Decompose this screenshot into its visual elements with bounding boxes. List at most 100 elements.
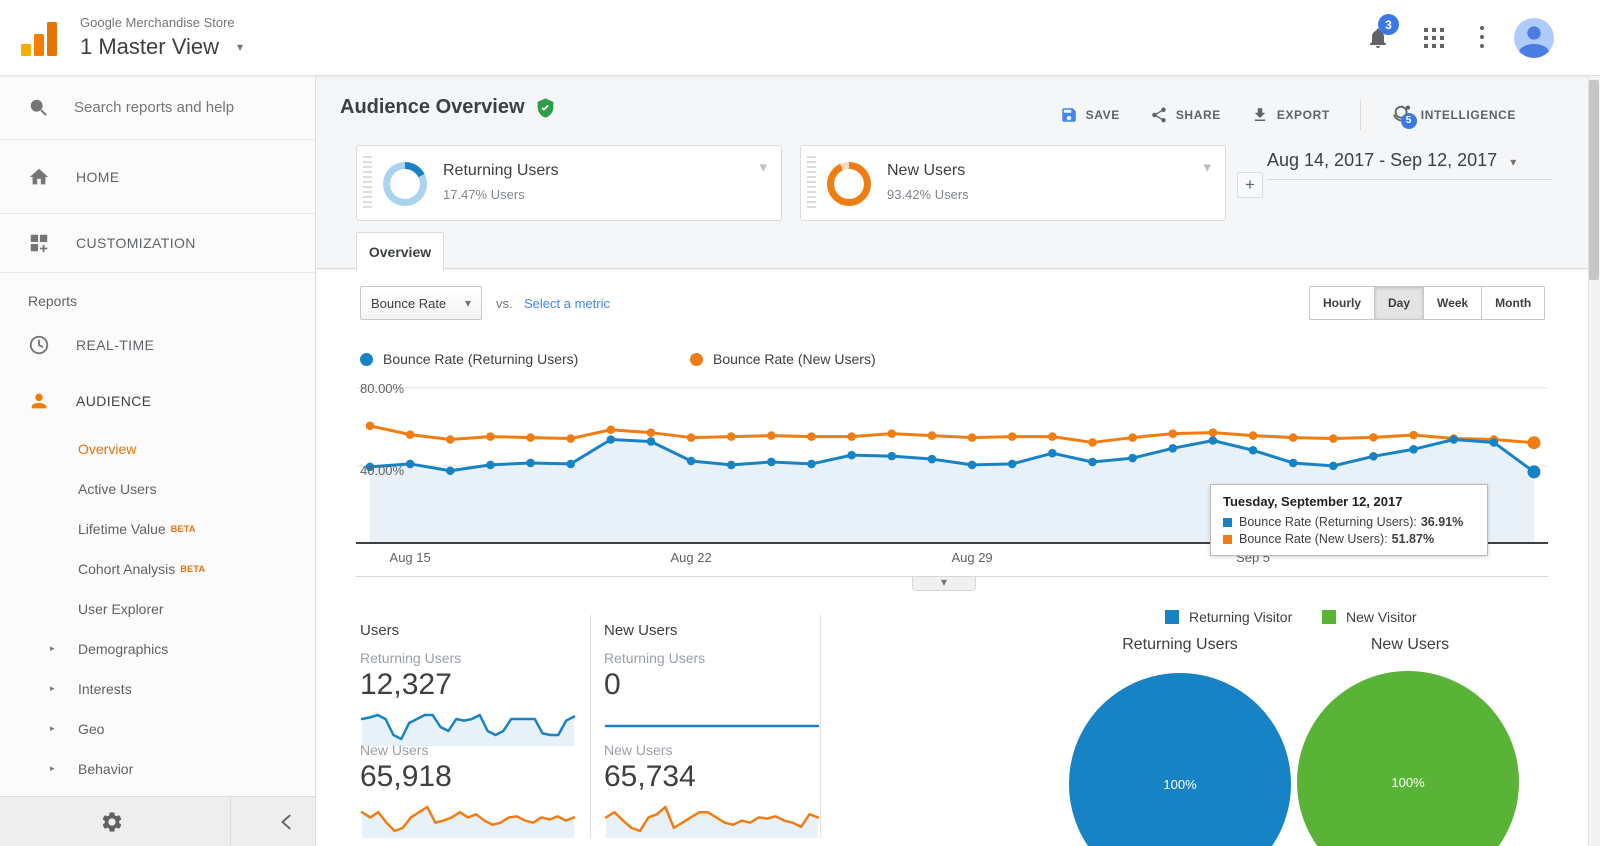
sidebar-item-lifetime-value[interactable]: Lifetime Value BETA	[0, 509, 315, 549]
export-button[interactable]: EXPORT	[1251, 106, 1330, 124]
sidebar-item-label: REAL-TIME	[76, 337, 155, 353]
metric-dropdown[interactable]: Bounce Rate ▾	[360, 286, 482, 320]
sidebar-item-geo[interactable]: ▸ Geo	[0, 709, 315, 749]
chevron-down-icon: ▾	[464, 296, 471, 310]
user-avatar[interactable]	[1514, 18, 1554, 58]
sidebar-item-label: CUSTOMIZATION	[76, 235, 196, 251]
save-floppy-icon	[1061, 108, 1076, 122]
column-divider	[590, 615, 591, 838]
granularity-month-button[interactable]: Month	[1481, 286, 1546, 320]
legend-swatch-blue	[1165, 610, 1179, 624]
search-bar[interactable]	[0, 76, 315, 140]
chevron-down-icon[interactable]: ▾	[759, 158, 767, 176]
search-input[interactable]	[74, 99, 284, 116]
tooltip-row: Bounce Rate (Returning Users): 36.91%	[1223, 515, 1475, 529]
date-range-selector[interactable]: Aug 14, 2017 - Sep 12, 2017 ▾	[1267, 150, 1557, 171]
page-actions: SAVE SHARE EXPORT	[1060, 100, 1516, 130]
beta-badge: BETA	[180, 564, 206, 574]
segment-donut-chart	[383, 162, 427, 206]
granularity-day-button[interactable]: Day	[1374, 286, 1425, 320]
tab-bar: Overview	[316, 232, 1588, 270]
tooltip-row: Bounce Rate (New Users): 51.87%	[1223, 532, 1475, 546]
sidebar-item-label: Overview	[78, 441, 137, 457]
legend-item-new: Bounce Rate (New Users)	[690, 351, 876, 367]
metric-label: Returning Users	[604, 650, 706, 666]
search-icon	[30, 99, 47, 116]
expand-arrow-icon[interactable]: ▸	[50, 764, 55, 774]
pie-title-returning-users: Returning Users	[1122, 636, 1238, 653]
chevron-down-icon: ▾	[1510, 155, 1517, 169]
sparkline	[604, 706, 820, 746]
tooltip-swatch-blue	[1223, 517, 1232, 527]
pie-legend-item-new: New Visitor	[1322, 609, 1417, 625]
more-options-kebab-icon[interactable]	[1480, 26, 1484, 53]
customization-icon	[30, 234, 48, 253]
legend-label: Bounce Rate (Returning Users)	[383, 351, 579, 367]
scrollbar-thumb[interactable]	[1589, 80, 1599, 280]
segment-donut-chart	[827, 162, 871, 206]
legend-label: Bounce Rate (New Users)	[713, 351, 876, 367]
export-download-icon	[1254, 108, 1266, 121]
chevron-down-icon[interactable]: ▾	[1203, 158, 1211, 176]
metric-label: New Users	[604, 742, 673, 758]
sidebar-item-label: HOME	[76, 168, 120, 185]
sidebar-item-home[interactable]: HOME	[0, 140, 315, 214]
gear-icon[interactable]	[100, 810, 124, 834]
main-content: Audience Overview SAVE SHARE	[316, 76, 1588, 846]
intelligence-button[interactable]: 5 INTELLIGENCE	[1391, 103, 1516, 129]
sidebar-item-user-explorer[interactable]: User Explorer	[0, 589, 315, 629]
tab-overview[interactable]: Overview	[356, 232, 444, 270]
view-selector[interactable]: 1 Master View ▾	[80, 34, 243, 60]
sparkline	[360, 706, 576, 746]
pie-slice-label: 100%	[1163, 776, 1197, 792]
collapse-sidebar-chevron-icon[interactable]	[276, 811, 298, 833]
share-button[interactable]: SHARE	[1150, 106, 1221, 124]
y-axis-tick-label: 80.00%	[360, 381, 405, 396]
clock-icon	[29, 335, 49, 355]
chart-expander-toggle[interactable]: ▼	[912, 577, 976, 591]
add-segment-button[interactable]: +	[1237, 172, 1263, 198]
sidebar-item-real-time[interactable]: REAL-TIME	[0, 317, 315, 373]
expand-arrow-icon[interactable]: ▸	[50, 724, 55, 734]
granularity-hourly-button[interactable]: Hourly	[1309, 286, 1376, 320]
segment-card-returning-users[interactable]: Returning Users 17.47% Users ▾	[356, 145, 782, 221]
sidebar-item-label: AUDIENCE	[76, 393, 152, 409]
save-label: SAVE	[1085, 108, 1120, 122]
sidebar-item-cohort-analysis[interactable]: Cohort Analysis BETA	[0, 549, 315, 589]
tooltip-label: Bounce Rate (New Users):	[1239, 532, 1388, 546]
metric-value: 65,918	[360, 760, 452, 793]
tooltip-value: 51.87%	[1391, 532, 1435, 546]
segment-card-new-users[interactable]: New Users 93.42% Users ▾	[800, 145, 1226, 221]
granularity-toggle: Hourly Day Week Month	[1309, 286, 1546, 320]
sidebar-item-customization[interactable]: CUSTOMIZATION	[0, 214, 315, 273]
audience-person-icon	[31, 393, 47, 409]
tooltip-swatch-orange	[1223, 534, 1232, 544]
sidebar-item-active-users[interactable]: Active Users	[0, 469, 315, 509]
drag-handle[interactable]	[363, 156, 372, 210]
page-title: Audience Overview	[340, 96, 525, 118]
google-apps-grid-icon[interactable]	[1424, 28, 1444, 48]
legend-label: Returning Visitor	[1189, 609, 1293, 625]
segment-name: Returning Users	[443, 162, 559, 179]
app-bar: Google Merchandise Store 1 Master View ▾…	[0, 0, 1600, 76]
x-axis-tick-label: Aug 22	[670, 550, 712, 565]
expand-arrow-icon[interactable]: ▸	[50, 644, 55, 654]
granularity-week-button[interactable]: Week	[1423, 286, 1483, 320]
sidebar-item-demographics[interactable]: ▸ Demographics	[0, 629, 315, 669]
drag-handle[interactable]	[807, 156, 816, 210]
select-metric-link[interactable]: Select a metric	[524, 296, 610, 311]
sidebar-item-overview[interactable]: Overview	[0, 429, 315, 469]
sidebar-item-label: Interests	[78, 681, 132, 697]
expand-arrow-icon[interactable]: ▸	[50, 684, 55, 694]
sidebar-item-interests[interactable]: ▸ Interests	[0, 669, 315, 709]
tooltip-date: Tuesday, September 12, 2017	[1223, 494, 1403, 509]
pie-chart-returning-users[interactable]: 100%	[1069, 673, 1291, 846]
save-button[interactable]: SAVE	[1060, 106, 1120, 124]
pie-chart-new-users[interactable]: 100%	[1297, 671, 1519, 846]
notification-count-badge: 3	[1378, 14, 1399, 35]
sidebar-item-audience[interactable]: AUDIENCE	[0, 373, 315, 429]
sidebar-item-behavior[interactable]: ▸ Behavior	[0, 749, 315, 789]
google-analytics-logo-icon	[21, 22, 57, 56]
legend-swatch-green	[1322, 610, 1336, 624]
